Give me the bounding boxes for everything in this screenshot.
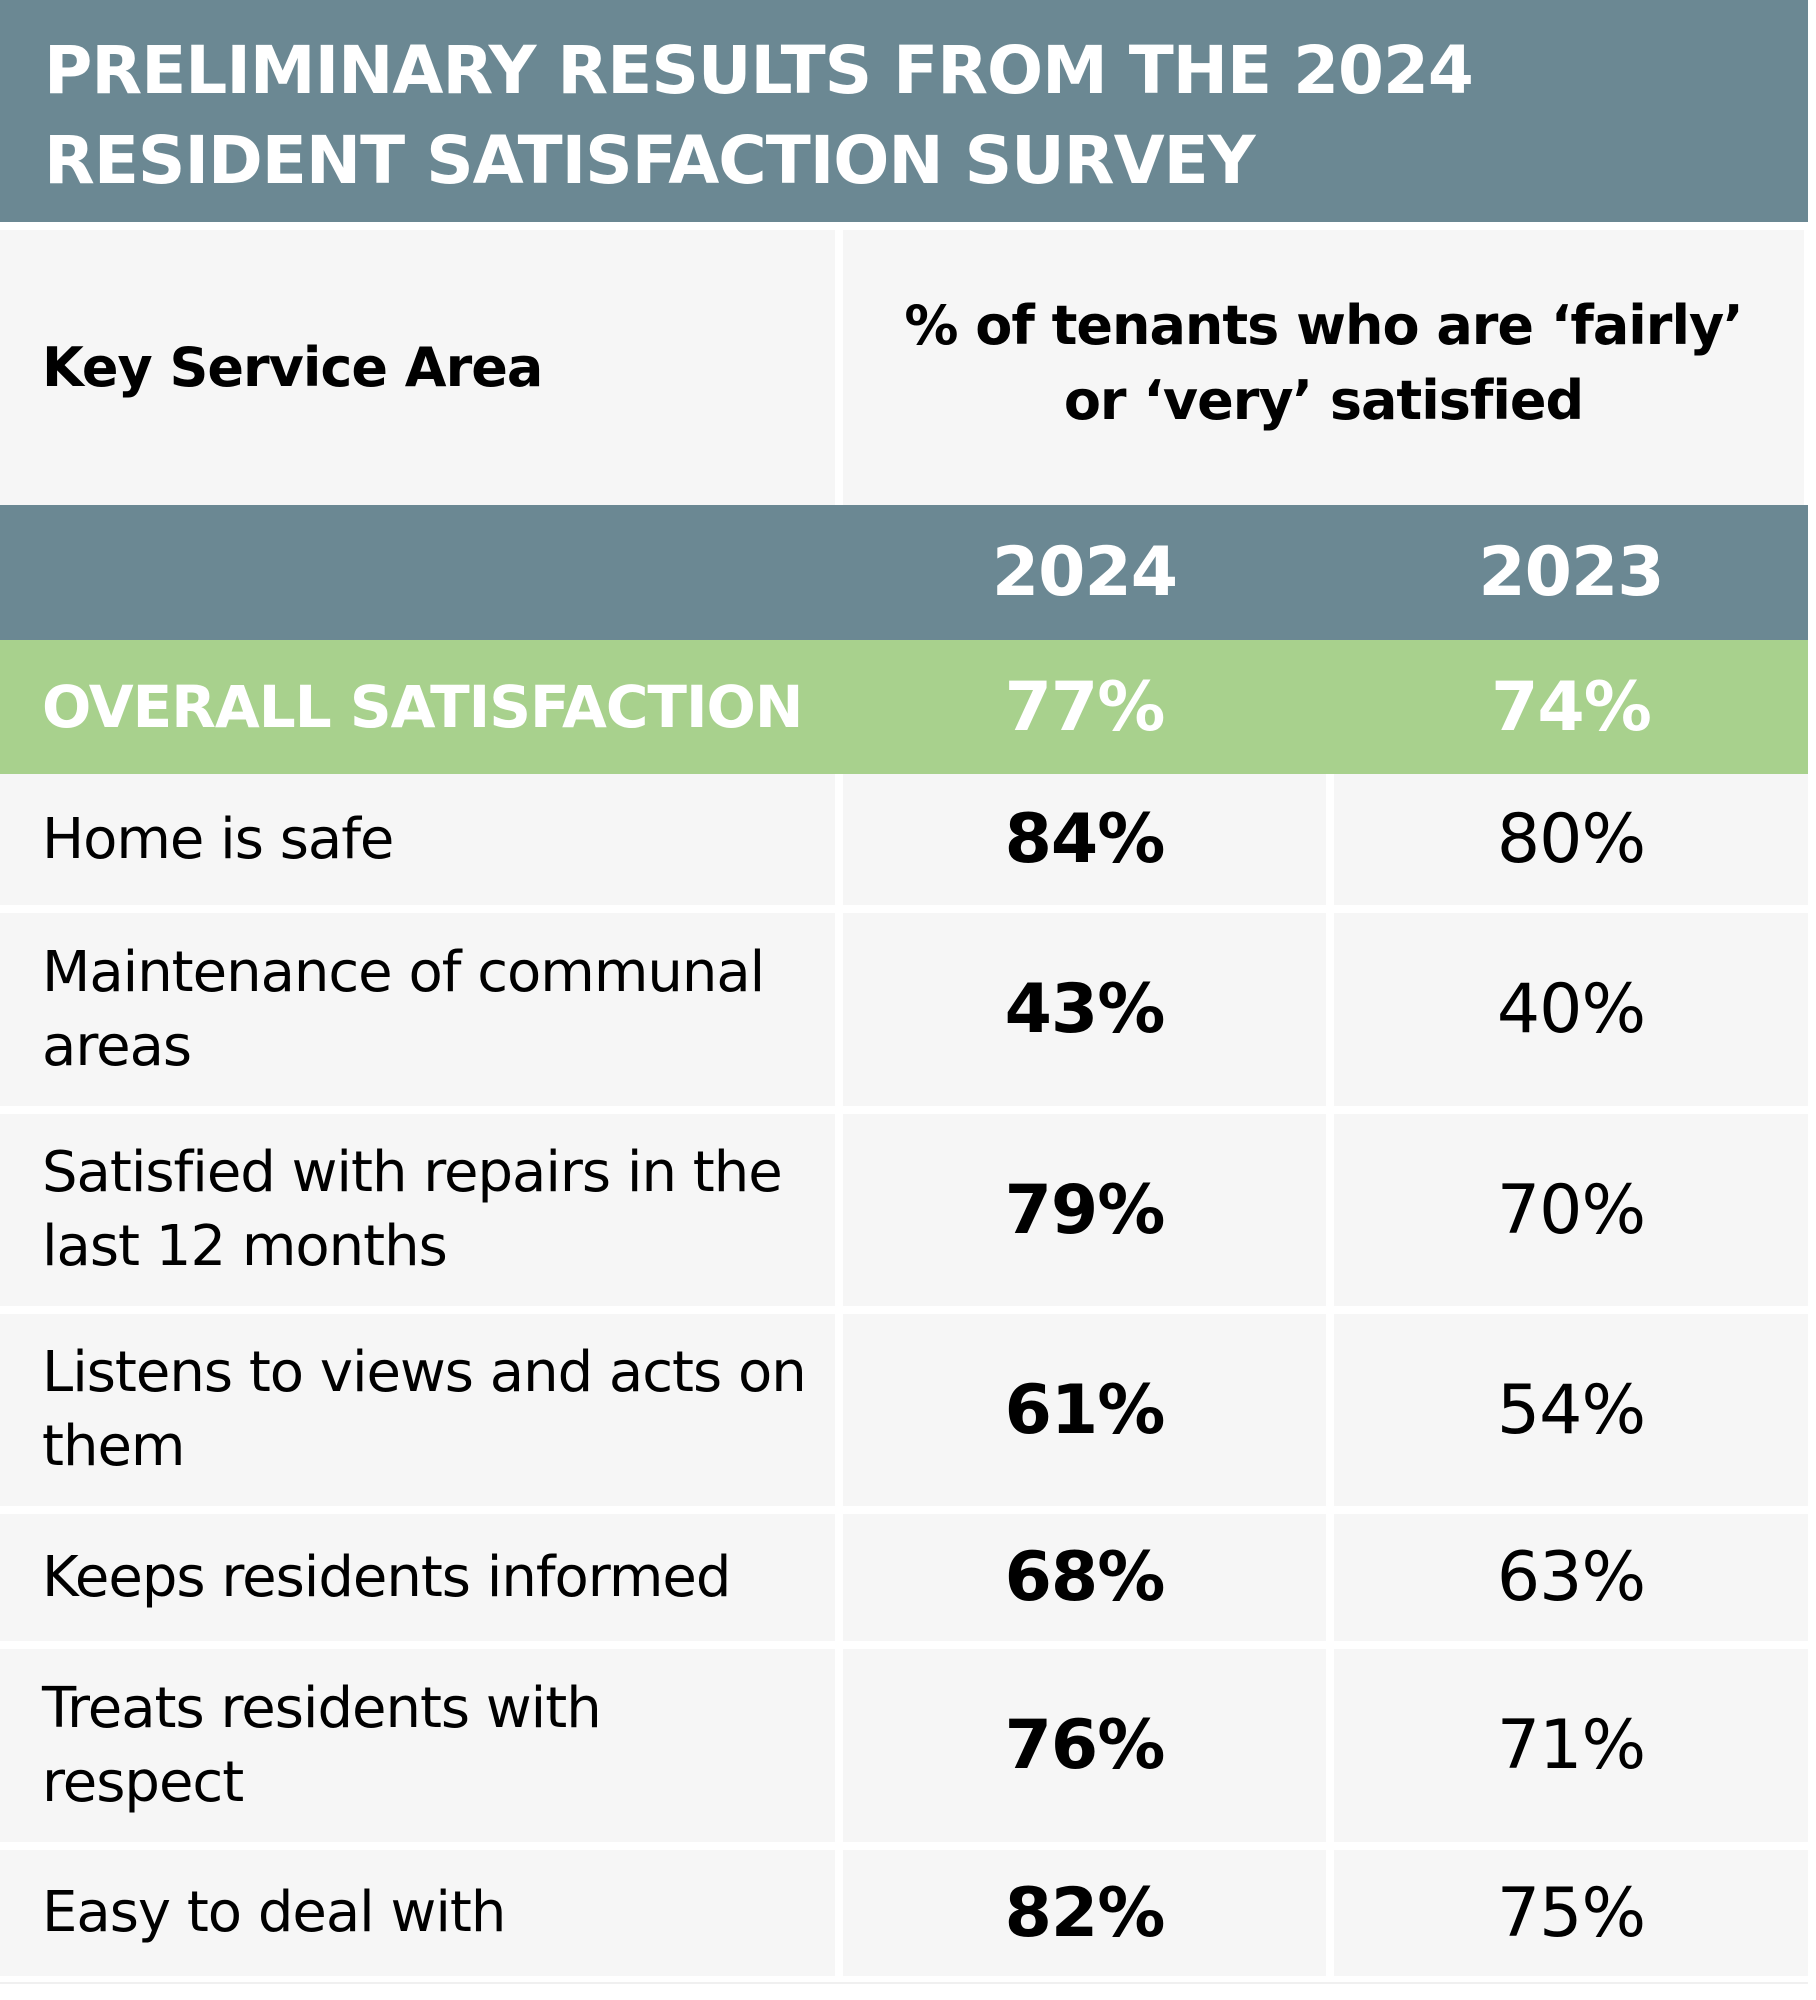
overall-2024-value: 77% [1004, 667, 1166, 747]
year-2023-label: 2023 [1478, 533, 1664, 612]
service-area-label: Easy to deal with [0, 1850, 835, 1976]
value-2023: 40% [1334, 913, 1808, 1106]
header-percent-satisfied: % of tenants who are ‘fairly’ or ‘very’ … [843, 230, 1804, 505]
percent-satisfied-label: % of tenants who are ‘fairly’ or ‘very’ … [904, 293, 1743, 432]
value-2024-text: 68% [1004, 1538, 1166, 1617]
value-2024-text: 61% [1004, 1370, 1166, 1450]
value-2024-text: 79% [1004, 1170, 1166, 1250]
value-2023-text: 80% [1496, 800, 1646, 879]
value-2024: 82% [843, 1850, 1326, 1976]
service-area-label: Home is safe [0, 774, 835, 905]
value-2023: 70% [1334, 1114, 1808, 1306]
service-area-label: Listens to views and acts on them [0, 1314, 835, 1506]
value-2023: 63% [1334, 1514, 1808, 1641]
overall-2023-value: 74% [1491, 667, 1652, 747]
service-area-label-text: Home is safe [42, 806, 394, 872]
value-2023: 75% [1334, 1850, 1808, 1976]
value-2024: 84% [843, 774, 1326, 905]
value-2024-text: 82% [1004, 1873, 1166, 1953]
year-header-row: 2024 2023 [0, 505, 1808, 640]
title-line-2: RESIDENT SATISFACTION SURVEY [44, 122, 1256, 199]
service-area-label-text: Easy to deal with [42, 1880, 506, 1945]
value-2023-text: 40% [1496, 970, 1646, 1049]
value-2023-text: 54% [1496, 1370, 1646, 1450]
table-bottom-divider [0, 1982, 1808, 1984]
value-2023-text: 75% [1496, 1873, 1646, 1953]
value-2023-text: 70% [1496, 1170, 1646, 1250]
value-2024: 79% [843, 1114, 1326, 1306]
value-2024-text: 76% [1004, 1706, 1166, 1785]
value-2024: 61% [843, 1314, 1326, 1506]
value-2024: 43% [843, 913, 1326, 1106]
title-line-1: PRELIMINARY RESULTS FROM THE 2024 [44, 32, 1474, 109]
service-area-label-text: Treats residents with respect [42, 1675, 602, 1815]
value-2024-text: 84% [1004, 800, 1166, 879]
header-key-service-area: Key Service Area [0, 230, 835, 505]
service-area-label: Satisfied with repairs in the last 12 mo… [0, 1114, 835, 1306]
value-2023: 54% [1334, 1314, 1808, 1506]
value-2023: 71% [1334, 1649, 1808, 1842]
overall-satisfaction-label: OVERALL SATISFACTION [42, 673, 803, 741]
service-area-label-text: Satisfied with repairs in the last 12 mo… [42, 1140, 783, 1279]
value-2023-text: 63% [1496, 1538, 1646, 1617]
overall-satisfaction-row: OVERALL SATISFACTION 77% 74% [0, 640, 1808, 774]
value-2023-text: 71% [1496, 1706, 1646, 1785]
year-2024-label: 2024 [991, 533, 1178, 612]
value-2024: 76% [843, 1649, 1326, 1842]
service-area-label: Treats residents with respect [0, 1649, 835, 1842]
title-banner: PRELIMINARY RESULTS FROM THE 2024 RESIDE… [0, 0, 1808, 222]
service-area-label: Maintenance of communal areas [0, 913, 835, 1106]
value-2024-text: 43% [1004, 970, 1166, 1049]
key-service-area-label: Key Service Area [42, 336, 543, 399]
service-area-label: Keeps residents informed [0, 1514, 835, 1641]
service-area-label-text: Listens to views and acts on them [42, 1340, 807, 1479]
service-area-label-text: Keeps residents informed [42, 1544, 731, 1610]
value-2024: 68% [843, 1514, 1326, 1641]
value-2023: 80% [1334, 774, 1808, 905]
service-area-label-text: Maintenance of communal areas [42, 939, 765, 1079]
